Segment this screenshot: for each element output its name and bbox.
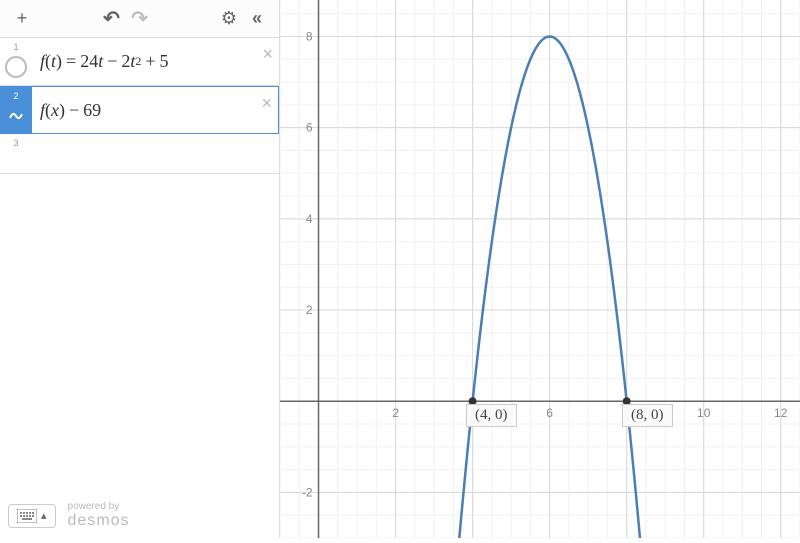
delete-expression-icon[interactable]: × (261, 93, 272, 114)
keyboard-button[interactable]: ▴ (8, 504, 56, 528)
expression-body[interactable]: f(x)−69 (32, 87, 278, 133)
desmos-logo: powered by desmos (68, 501, 130, 530)
svg-text:12: 12 (774, 406, 788, 420)
point-label: (8, 0) (622, 404, 673, 427)
graph-svg: 24681012-22468 (280, 0, 800, 538)
expression-number: 2 (13, 91, 18, 101)
svg-text:10: 10 (697, 406, 711, 420)
expression-body[interactable]: f(t)=24t−2t2+5 (32, 38, 279, 85)
toolbar: + ↶ ↷ ⚙ « (0, 0, 279, 38)
undo-button[interactable]: ↶ (98, 5, 126, 33)
expression-index: 2 (0, 87, 32, 133)
redo-button[interactable]: ↷ (126, 5, 154, 33)
add-button[interactable]: + (8, 5, 36, 33)
expression-icon[interactable] (5, 105, 27, 127)
expression-index: 3 (0, 134, 32, 173)
svg-text:4: 4 (306, 212, 313, 226)
footer: ▴ powered by desmos (8, 501, 130, 530)
expression-row[interactable]: 2 f(x)−69 × (0, 86, 279, 134)
graph-area[interactable]: 24681012-22468 (4, 0) (8, 0) (280, 0, 800, 538)
point-label: (4, 0) (466, 404, 517, 427)
keyboard-icon (17, 509, 37, 523)
expression-index: 1 (0, 38, 32, 85)
svg-text:6: 6 (546, 406, 553, 420)
expression-row[interactable]: 3 (0, 134, 279, 174)
svg-text:-2: -2 (302, 485, 313, 499)
expression-sidebar: + ↶ ↷ ⚙ « 1 f(t)=24t−2t2+5 × 2 f(x)−69 × (0, 0, 280, 538)
settings-button[interactable]: ⚙ (215, 5, 243, 33)
svg-text:2: 2 (392, 406, 399, 420)
collapse-button[interactable]: « (243, 5, 271, 33)
expression-body[interactable] (32, 134, 279, 173)
expression-number: 3 (13, 138, 18, 148)
expression-row[interactable]: 1 f(t)=24t−2t2+5 × (0, 38, 279, 86)
svg-text:8: 8 (306, 29, 313, 43)
delete-expression-icon[interactable]: × (262, 44, 273, 65)
expression-icon[interactable] (5, 56, 27, 78)
expression-number: 1 (13, 42, 18, 52)
svg-text:2: 2 (306, 303, 313, 317)
svg-text:6: 6 (306, 121, 313, 135)
